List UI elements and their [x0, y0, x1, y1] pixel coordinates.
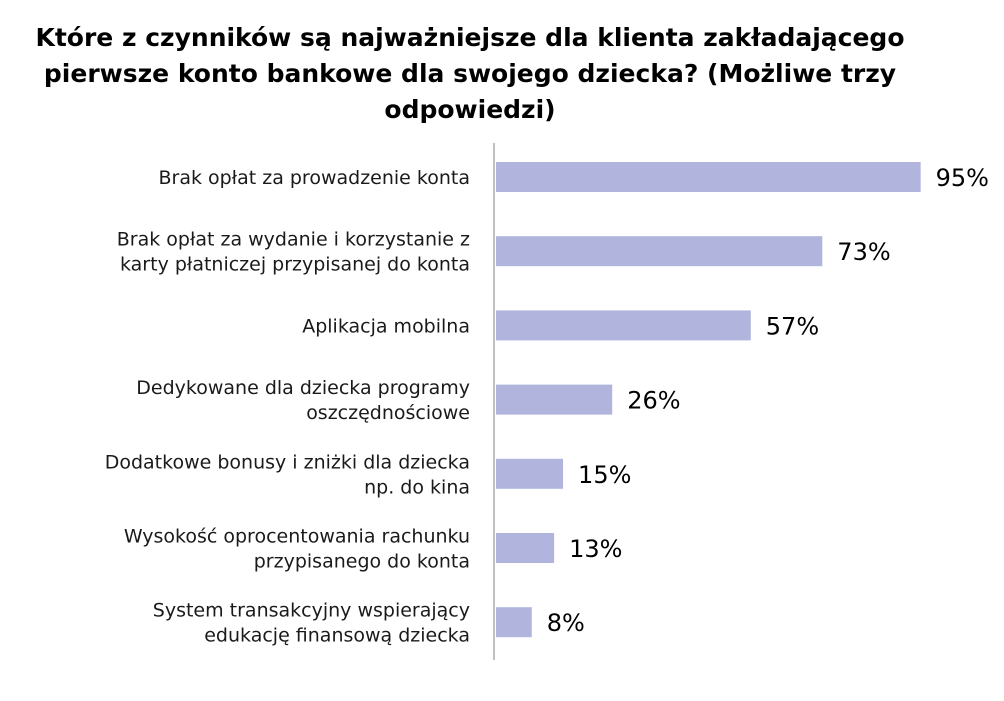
category-label: Aplikacja mobilna: [302, 315, 470, 337]
category-label-line: Dodatkowe bonusy i zniżki dla dziecka: [105, 451, 470, 473]
category-label-line: edukację finansową dziecka: [204, 625, 470, 647]
category-label: Brak opłat za wydanie i korzystanie z kar…: [117, 229, 470, 276]
category-label-line: Aplikacja mobilna: [302, 315, 470, 337]
data-label: 95%: [936, 164, 989, 192]
category-label-line: np. do kina: [364, 476, 470, 498]
bar: [496, 607, 532, 638]
category-label: System transakcyjny wspierający edukację …: [153, 600, 470, 647]
category-label-line: przypisanego do konta: [254, 551, 470, 573]
data-label: 73%: [837, 238, 890, 266]
category-label: Dedykowane dla dziecka programy oszczędno…: [136, 377, 470, 424]
category-label-line: Brak opłat za wydanie i korzystanie z: [117, 229, 470, 251]
bar: [496, 533, 555, 563]
category-label: Dodatkowe bonusy i zniżki dla dziecka np.…: [105, 451, 470, 498]
bar: [496, 384, 613, 415]
category-label: Wysokość oprocentowania rachunku przypisa…: [124, 526, 470, 573]
chart-title: Które z czynników są najważniejsze dla k…: [35, 23, 905, 124]
category-label: Brak opłat za prowadzenie konta: [158, 167, 470, 189]
category-label-line: oszczędnościowe: [306, 402, 470, 424]
bar: [496, 458, 564, 489]
category-label-line: System transakcyjny wspierający: [153, 600, 470, 622]
bar: [496, 310, 751, 341]
data-label: 15%: [578, 461, 631, 489]
bar: [496, 162, 921, 192]
category-label-line: karty płatniczej przypisanej do konta: [120, 254, 470, 276]
category-label-line: Dedykowane dla dziecka programy: [136, 377, 470, 399]
bar: [496, 236, 823, 267]
data-label: 57%: [766, 312, 819, 340]
data-label: 13%: [569, 535, 622, 563]
data-label: 8%: [547, 609, 585, 637]
category-label-line: Brak opłat za prowadzenie konta: [158, 167, 470, 189]
category-label-line: Wysokość oprocentowania rachunku: [124, 526, 470, 548]
data-label: 26%: [627, 387, 680, 415]
